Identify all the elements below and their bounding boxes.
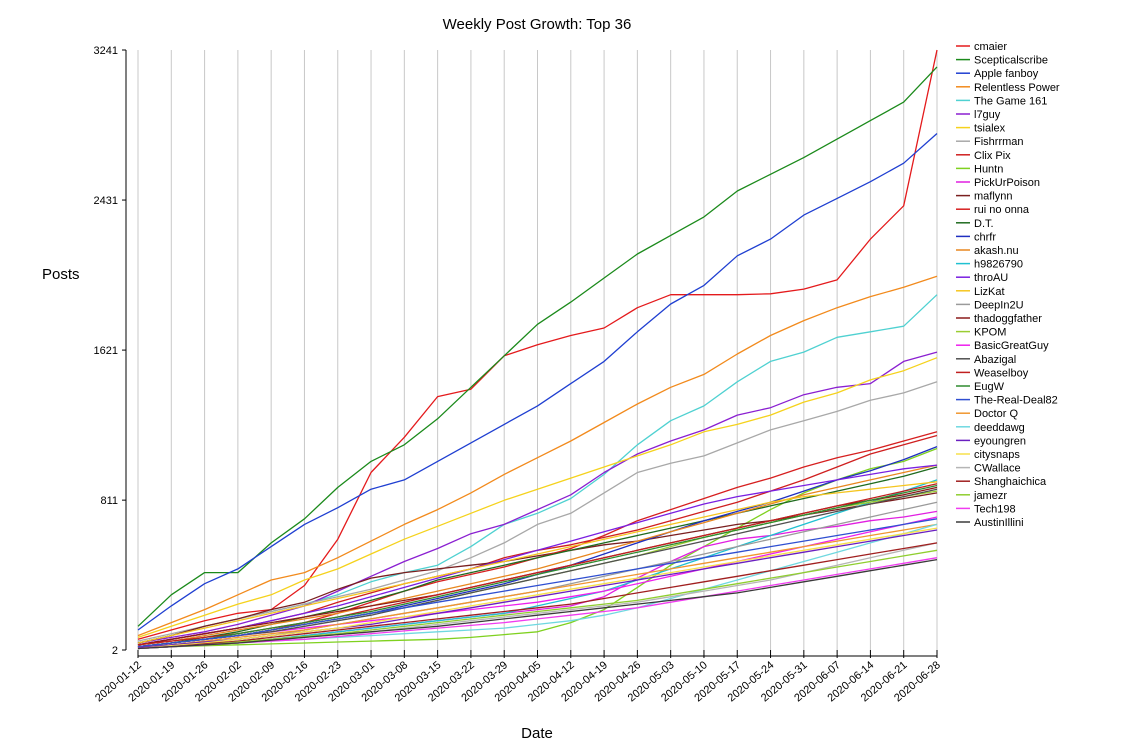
series-line-l7guy (137, 351, 938, 644)
legend-label: Relentless Power (974, 82, 1060, 94)
series-line-relentless-power (137, 275, 938, 637)
y-tick-label: 811 (100, 495, 118, 507)
x-axis-title: Date (521, 725, 553, 742)
legend-label: tsialex (974, 123, 1006, 135)
legend-label: citysnaps (974, 449, 1020, 461)
legend-label: thadoggfather (974, 313, 1042, 325)
legend-label: jamezr (973, 490, 1007, 502)
series-line-austinillini (137, 558, 938, 650)
legend-label: maflynn (974, 191, 1013, 203)
series-line-jamezr (137, 549, 938, 650)
legend-label: deeddawg (974, 422, 1025, 434)
series-line-akash-nu (137, 464, 938, 646)
series-line-tsialex (137, 357, 938, 639)
legend-label: chrfr (974, 231, 996, 243)
series-line-eugw (137, 484, 938, 648)
legend-label: KPOM (974, 327, 1006, 339)
series-line-abazigal (137, 488, 938, 648)
series-line-huntn (137, 447, 938, 649)
legend-label: Fishrrman (974, 136, 1024, 148)
legend-label: Clix Pix (974, 150, 1011, 162)
series-line-citysnaps (137, 527, 938, 650)
legend-label: The-Real-Deal82 (974, 395, 1058, 407)
series-line-apple-fanboy (137, 133, 938, 631)
legend-label: throAU (974, 272, 1008, 284)
y-tick-label: 1621 (94, 345, 118, 357)
legend-label: cmaier (974, 41, 1007, 53)
legend-label: Apple fanboy (974, 68, 1039, 80)
legend-label: h9826790 (974, 259, 1023, 271)
series-line-tech198 (137, 557, 938, 650)
axes: 2020-01-122020-01-192020-01-262020-02-02… (93, 45, 943, 704)
chart-title: Weekly Post Growth: Top 36 (443, 16, 632, 33)
legend-label: Huntn (974, 163, 1003, 175)
series-line-shanghaichica (137, 542, 938, 650)
y-tick-label: 2 (112, 645, 118, 657)
series-line-scepticalscribe (137, 66, 938, 627)
legend-label: eyoungren (974, 435, 1026, 447)
legend-label: DeepIn2U (974, 299, 1024, 311)
legend-label: PickUrPoison (974, 177, 1040, 189)
series-line-the-real-deal82 (137, 518, 938, 648)
legend-label: LizKat (974, 286, 1005, 298)
legend-label: l7guy (974, 109, 1001, 121)
series-lines (137, 49, 938, 650)
legend-label: rui no onna (974, 204, 1030, 216)
series-line-throau (137, 464, 938, 646)
vertical-gridlines (137, 50, 938, 650)
series-line-fishrrman (137, 381, 938, 642)
legend-label: Weaselboy (974, 367, 1029, 379)
legend-label: Shanghaichica (974, 476, 1047, 488)
legend-label: Tech198 (974, 503, 1016, 515)
series-line-lizkat (137, 481, 938, 644)
legend-label: BasicGreatGuy (974, 340, 1049, 352)
legend-label: Abazigal (974, 354, 1016, 366)
legend-label: Doctor Q (974, 408, 1018, 420)
y-tick-label: 2431 (94, 195, 118, 207)
legend-label: EugW (974, 381, 1005, 393)
y-axis-title: Posts (42, 266, 80, 283)
legend-label: D.T. (974, 218, 994, 230)
legend-label: akash.nu (974, 245, 1019, 257)
legend-label: CWallace (974, 463, 1021, 475)
legend-label: Scepticalscribe (974, 55, 1048, 67)
legend-label: The Game 161 (974, 95, 1047, 107)
legend-label: AustinIllini (974, 517, 1024, 529)
y-tick-label: 3241 (94, 45, 118, 57)
series-line-doctor-q (137, 523, 938, 649)
